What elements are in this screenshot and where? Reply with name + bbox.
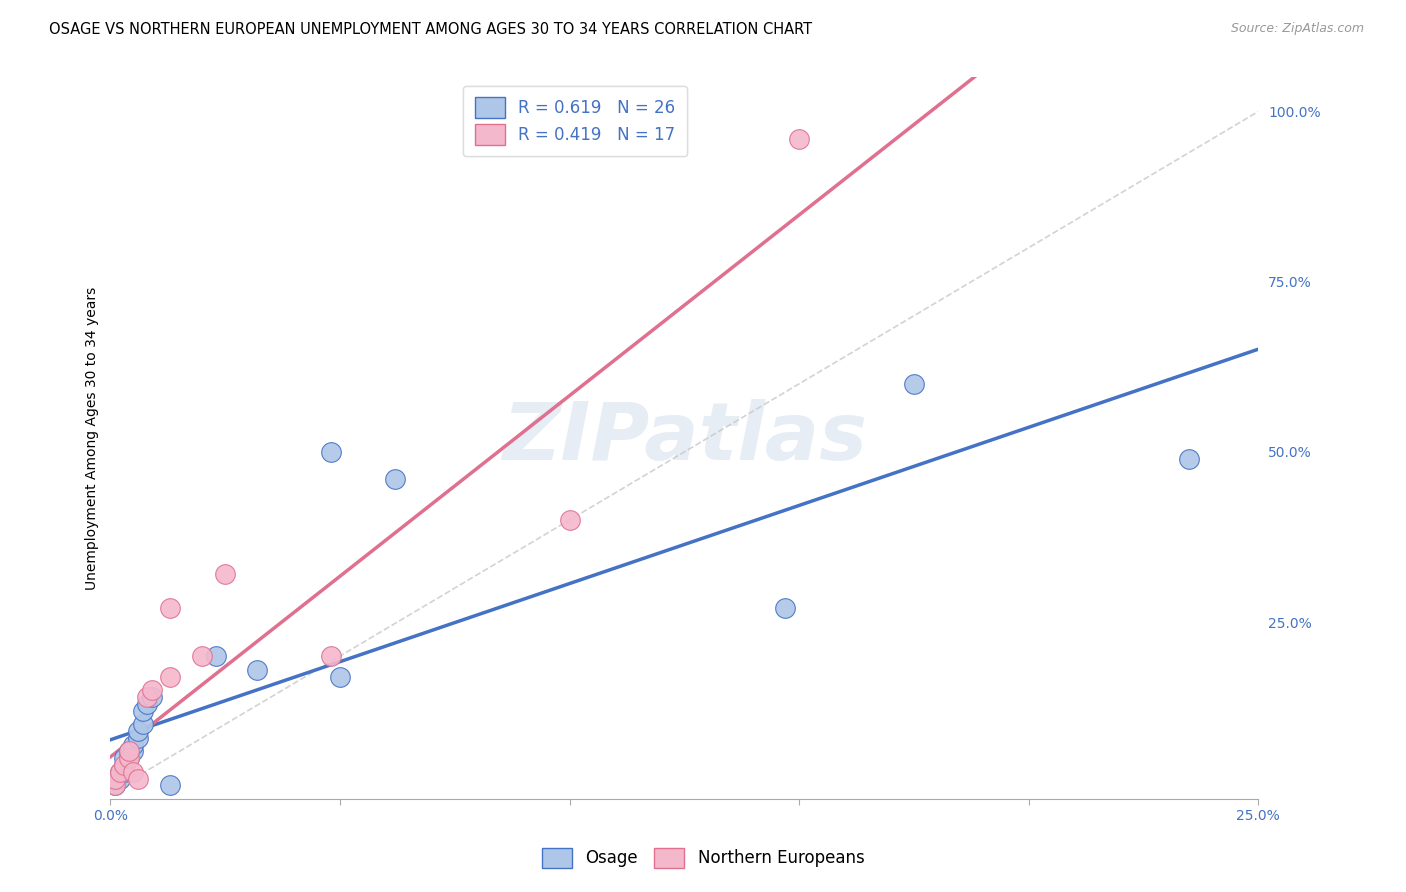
- Point: [108, 764, 131, 779]
- Point: [122, 764, 145, 779]
- Point: [118, 744, 141, 758]
- Point: [112, 758, 135, 772]
- Point: [104, 779, 127, 793]
- Point: [384, 472, 406, 486]
- Point: [141, 683, 163, 698]
- Point: [104, 779, 127, 793]
- Point: [159, 601, 181, 615]
- Point: [246, 663, 269, 677]
- Point: [903, 376, 925, 391]
- Point: [112, 751, 135, 765]
- Point: [127, 723, 149, 738]
- Point: [787, 132, 810, 146]
- Point: [122, 744, 145, 758]
- Point: [205, 649, 228, 664]
- Point: [558, 513, 581, 527]
- Point: [118, 751, 141, 765]
- Text: Source: ZipAtlas.com: Source: ZipAtlas.com: [1230, 22, 1364, 36]
- Point: [118, 744, 141, 758]
- Point: [775, 601, 797, 615]
- Y-axis label: Unemployment Among Ages 30 to 34 years: Unemployment Among Ages 30 to 34 years: [86, 286, 100, 590]
- Point: [214, 567, 236, 582]
- Point: [136, 697, 159, 711]
- Point: [112, 764, 135, 779]
- Point: [118, 751, 141, 765]
- Point: [1178, 451, 1201, 466]
- Point: [112, 758, 135, 772]
- Point: [104, 772, 127, 786]
- Point: [131, 704, 153, 718]
- Point: [136, 690, 159, 704]
- Point: [127, 772, 149, 786]
- Point: [108, 772, 131, 786]
- Point: [319, 445, 342, 459]
- Point: [191, 649, 214, 664]
- Point: [131, 717, 153, 731]
- Point: [159, 779, 181, 793]
- Point: [141, 690, 163, 704]
- Point: [159, 669, 181, 683]
- Point: [108, 764, 131, 779]
- Text: OSAGE VS NORTHERN EUROPEAN UNEMPLOYMENT AMONG AGES 30 TO 34 YEARS CORRELATION CH: OSAGE VS NORTHERN EUROPEAN UNEMPLOYMENT …: [49, 22, 813, 37]
- Text: ZIPatlas: ZIPatlas: [502, 400, 868, 477]
- Legend: Osage, Northern Europeans: Osage, Northern Europeans: [534, 841, 872, 875]
- Point: [122, 738, 145, 752]
- Point: [127, 731, 149, 745]
- Point: [104, 772, 127, 786]
- Legend: R = 0.619   N = 26, R = 0.419   N = 17: R = 0.619 N = 26, R = 0.419 N = 17: [463, 86, 688, 156]
- Point: [329, 669, 352, 683]
- Point: [319, 649, 342, 664]
